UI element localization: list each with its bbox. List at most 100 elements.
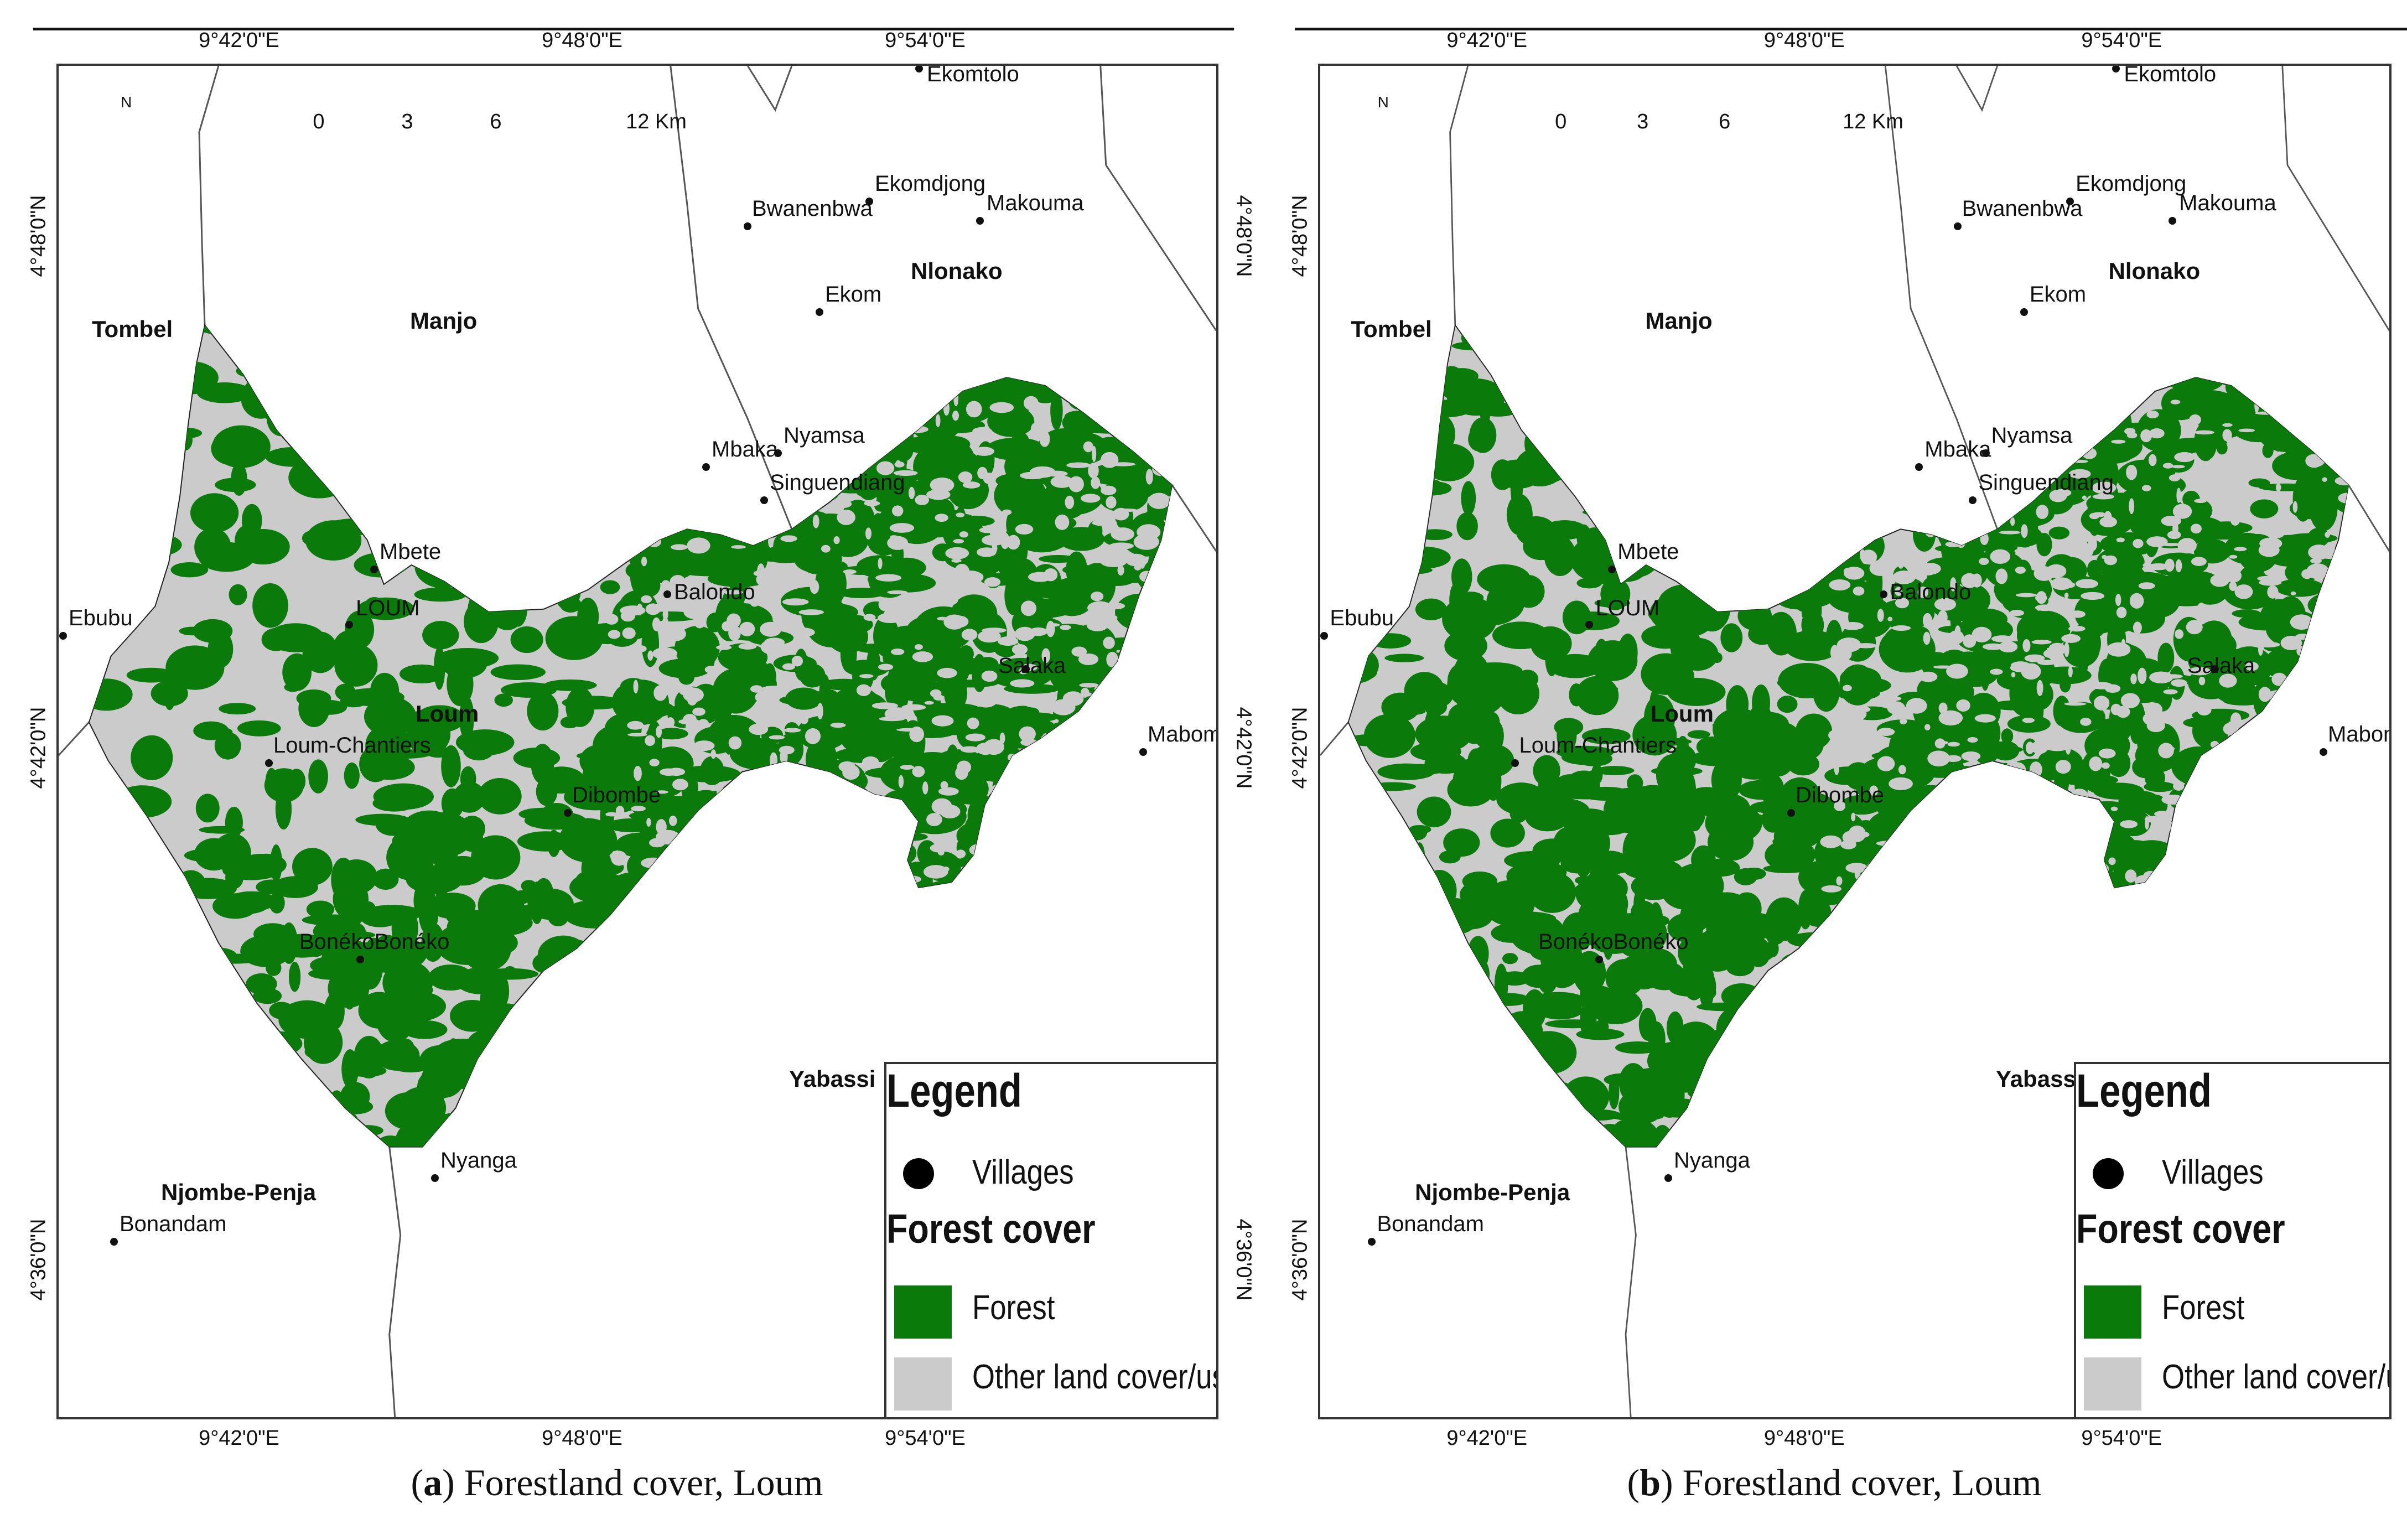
clearing-patch — [955, 766, 968, 780]
clearing-patch — [2325, 831, 2347, 842]
forest-patch — [946, 369, 984, 386]
clearing-patch — [2089, 756, 2103, 771]
clearing-patch — [2209, 457, 2226, 464]
forest-patch — [613, 908, 669, 919]
village-label: Ekomdjong — [875, 172, 986, 196]
clearing-patch — [2218, 844, 2235, 852]
forest-patch — [1908, 325, 1924, 354]
forest-patch — [1939, 407, 1964, 419]
forest-patch — [1336, 389, 1346, 406]
clearing-patch — [1107, 871, 1128, 877]
forest-patch — [1060, 805, 1091, 825]
forest-patch — [2287, 794, 2306, 803]
clearing-patch — [2148, 454, 2157, 466]
clearing-patch — [2264, 825, 2287, 839]
latitude-label: 4°42'0"N — [2405, 707, 2407, 789]
forest-patch — [510, 353, 567, 373]
forest-patch — [1991, 844, 2043, 863]
forest-patch — [1447, 772, 1495, 807]
forest-patch — [1830, 1056, 1879, 1078]
forest-patch — [600, 580, 620, 594]
clearing-patch — [2046, 872, 2064, 880]
forest-patch — [500, 498, 522, 522]
forest-patch — [1900, 1008, 1950, 1054]
forest-patch — [1950, 401, 1999, 410]
clearing-patch — [1962, 473, 1971, 482]
clearing-patch — [1010, 882, 1035, 889]
forest-patch — [1002, 801, 1036, 821]
clearing-patch — [990, 882, 1002, 897]
clearing-patch — [1138, 803, 1163, 807]
forest-patch — [678, 1128, 734, 1147]
forest-patch — [668, 848, 722, 893]
forest-patch — [89, 838, 105, 878]
forest-patch — [1797, 527, 1818, 539]
forest-patch — [1031, 942, 1083, 975]
forest-patch — [495, 344, 535, 370]
forest-patch — [447, 912, 491, 925]
clearing-patch — [2215, 861, 2237, 876]
forest-patch — [2244, 966, 2271, 978]
village-label: Makouma — [987, 191, 1084, 215]
forest-patch — [551, 488, 573, 501]
forest-patch — [1135, 619, 1158, 662]
clearing-patch — [767, 520, 775, 537]
forest-patch — [1423, 1016, 1450, 1062]
village-marker — [760, 496, 768, 504]
forest-patch — [340, 1129, 359, 1144]
forest-patch — [563, 346, 603, 386]
clearing-patch — [1957, 537, 1965, 548]
forest-patch — [215, 478, 256, 492]
forest-patch — [1729, 367, 1741, 390]
forest-patch — [1950, 348, 1988, 362]
forest-patch — [698, 1134, 746, 1147]
forest-patch — [439, 525, 486, 565]
forest-patch — [1714, 325, 1731, 338]
forest-patch — [675, 878, 720, 911]
legend-forest-cover-title: Forest cover — [2076, 1206, 2285, 1252]
forest-patch — [1036, 1009, 1074, 1040]
clearing-patch — [647, 535, 662, 547]
forest-patch — [829, 786, 859, 826]
forest-patch — [2307, 385, 2322, 426]
forest-patch — [1610, 1111, 1664, 1121]
forest-patch — [865, 1003, 880, 1039]
forest-patch — [729, 974, 745, 1021]
forest-patch — [2077, 1003, 2134, 1036]
forest-patch — [2343, 325, 2349, 352]
clearing-patch — [2337, 870, 2347, 883]
forest-patch — [852, 951, 878, 992]
forest-patch — [1569, 329, 1605, 357]
clearing-patch — [982, 535, 1006, 546]
forest-patch — [335, 683, 356, 701]
forest-patch — [848, 363, 895, 407]
village-marker — [2211, 665, 2219, 673]
forest-patch — [163, 911, 183, 922]
forest-patch — [1788, 1069, 1837, 1080]
forest-patch — [1519, 861, 1567, 884]
clearing-patch — [692, 707, 706, 716]
clearing-patch — [952, 410, 959, 421]
forest-patch — [2021, 1051, 2057, 1060]
forest-patch — [399, 982, 433, 998]
forest-patch — [1000, 971, 1038, 999]
village-label: Balondo — [674, 580, 755, 604]
clearing-patch — [632, 392, 649, 402]
forest-patch — [832, 794, 867, 826]
forest-patch — [1758, 1158, 1814, 1169]
forest-patch — [1980, 1012, 1998, 1057]
forest-patch — [1000, 810, 1049, 825]
forest-patch — [1765, 1088, 1785, 1116]
clearing-patch — [1855, 643, 1877, 649]
clearing-patch — [2034, 566, 2055, 581]
forest-patch — [327, 1090, 346, 1132]
forest-patch — [458, 1109, 492, 1125]
forest-patch — [633, 1068, 693, 1091]
forest-patch — [1800, 535, 1846, 564]
forest-patch — [1795, 528, 1824, 552]
village-marker — [370, 566, 378, 573]
clearing-patch — [2020, 832, 2045, 844]
longitude-label: 9°42'0"E — [199, 29, 279, 52]
forest-patch — [2030, 863, 2078, 887]
clearing-patch — [976, 876, 990, 882]
